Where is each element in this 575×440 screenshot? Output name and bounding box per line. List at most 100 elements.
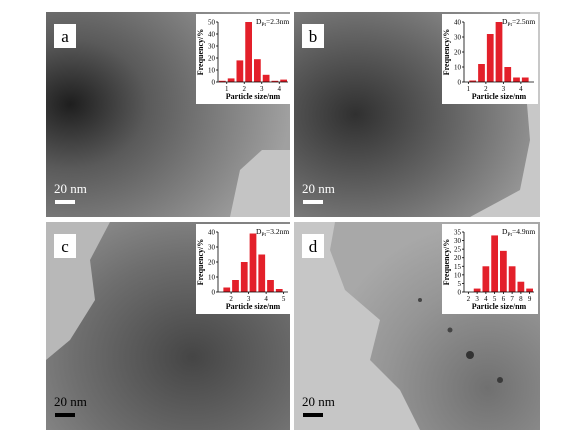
x-tick-label: 3 [502, 85, 506, 93]
panel-label-box [54, 24, 76, 48]
size-label: DPt=2.5nm [502, 17, 535, 28]
y-tick-label: 50 [208, 19, 216, 27]
bar [491, 235, 498, 292]
size-value: =3.2nm [266, 227, 289, 236]
x-axis-label: Particle size/nm [472, 302, 527, 311]
x-tick-label: 3 [260, 85, 264, 93]
panel-label-box [54, 234, 76, 258]
y-tick-label: 10 [454, 64, 462, 72]
size-label: DPt=4.9nm [502, 227, 535, 238]
bar [249, 233, 257, 292]
bar [495, 22, 503, 82]
bar [219, 80, 226, 82]
y-tick-label: 10 [208, 274, 216, 282]
size-symbol: D [502, 227, 508, 236]
size-symbol: D [256, 227, 262, 236]
size-value: =2.5nm [512, 17, 535, 26]
y-tick-label: 5 [458, 280, 462, 288]
bar [254, 59, 261, 82]
panel-label: a [61, 27, 69, 46]
bar [469, 80, 477, 82]
x-tick-label: 2 [229, 295, 233, 303]
bar [267, 280, 274, 292]
scale-bar-label: 20 nm [302, 181, 335, 196]
x-tick-label: 4 [484, 295, 488, 303]
x-axis-label: Particle size/nm [472, 92, 527, 101]
bar [504, 67, 512, 82]
size-subscript: Pt [507, 22, 512, 28]
y-tick-label: 20 [454, 254, 462, 262]
y-tick-label: 10 [208, 67, 216, 75]
scale-bar-label: 20 nm [54, 394, 87, 409]
y-tick-label: 30 [454, 34, 462, 42]
size-subscript: Pt [261, 232, 266, 238]
bar [473, 288, 481, 292]
x-tick-label: 4 [519, 85, 523, 93]
bar [478, 64, 485, 82]
x-tick-label: 7 [510, 295, 514, 303]
x-axis-label: Particle size/nm [226, 92, 281, 101]
y-tick-label: 20 [208, 259, 216, 267]
y-tick-label: 35 [454, 229, 462, 237]
y-tick-label: 30 [208, 43, 216, 51]
x-tick-label: 2 [467, 295, 471, 303]
scale-bar [55, 413, 75, 417]
y-tick-label: 15 [454, 263, 462, 271]
y-tick-label: 30 [454, 237, 462, 245]
bar [280, 79, 287, 82]
y-tick-label: 25 [454, 246, 462, 254]
y-tick-label: 0 [458, 79, 462, 87]
x-tick-label: 2 [243, 85, 247, 93]
size-subscript: Pt [507, 232, 512, 238]
y-axis-label: Frequency/% [196, 239, 205, 286]
bar [227, 78, 235, 82]
y-axis-label: Frequency/% [442, 29, 451, 76]
x-tick-label: 8 [519, 295, 523, 303]
bar [258, 254, 266, 292]
bar [223, 287, 231, 292]
y-tick-label: 30 [208, 244, 216, 252]
scale-bar [55, 200, 75, 204]
size-symbol: D [502, 17, 508, 26]
size-label: DPt=2.3nm [256, 17, 289, 28]
y-tick-label: 40 [454, 19, 462, 27]
x-tick-label: 4 [278, 85, 282, 93]
x-tick-label: 1 [467, 85, 471, 93]
y-tick-label: 20 [208, 55, 216, 63]
inset-background [196, 14, 292, 104]
bar [513, 77, 520, 82]
y-tick-label: 0 [212, 79, 216, 87]
scale-bar [303, 413, 323, 417]
bar [245, 22, 252, 82]
x-axis-label: Particle size/nm [226, 302, 281, 311]
inset-background [442, 224, 538, 314]
panel-label-box [302, 234, 324, 258]
x-tick-label: 6 [502, 295, 506, 303]
size-value: =4.9nm [512, 227, 535, 236]
x-tick-label: 2 [484, 85, 488, 93]
bar [262, 74, 270, 82]
x-tick-label: 1 [225, 85, 229, 93]
y-tick-label: 40 [208, 31, 216, 39]
panel-label-box [302, 24, 324, 48]
bar [500, 250, 507, 292]
panel-label: d [309, 237, 318, 256]
bar [521, 77, 529, 82]
bar [526, 288, 533, 292]
y-tick-label: 40 [208, 229, 216, 237]
bar [232, 280, 239, 292]
x-tick-label: 5 [493, 295, 497, 303]
x-tick-label: 3 [247, 295, 251, 303]
x-tick-label: 4 [264, 295, 268, 303]
y-tick-label: 10 [454, 271, 462, 279]
y-tick-label: 0 [212, 289, 216, 297]
size-value: =2.3nm [266, 17, 289, 26]
panel-label: b [309, 27, 318, 46]
x-tick-label: 3 [475, 295, 479, 303]
bar [275, 289, 283, 292]
size-label: DPt=3.2nm [256, 227, 289, 238]
